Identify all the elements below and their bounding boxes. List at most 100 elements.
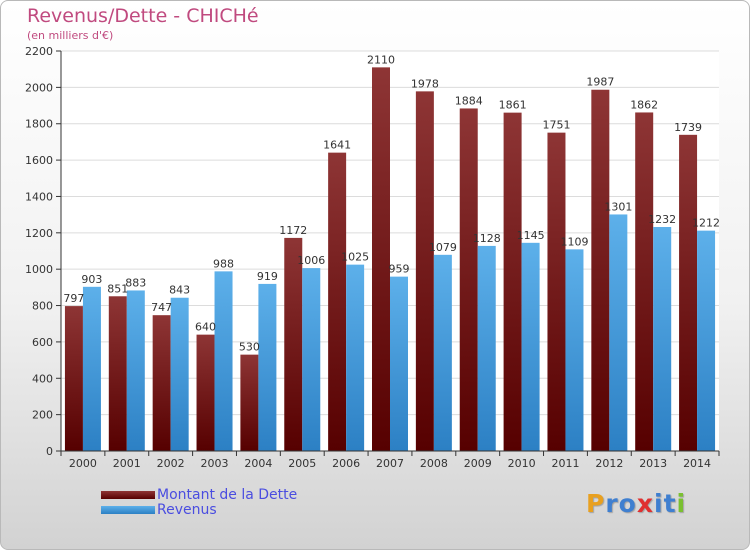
bar-dette [240,354,259,451]
data-label: 919 [257,270,278,283]
data-label: 1641 [323,139,351,152]
bar-revenus [609,214,628,451]
data-label: 851 [107,282,128,295]
data-label: 1987 [586,76,614,89]
x-tick-label: 2007 [376,457,404,470]
data-label: 1172 [279,224,307,237]
legend-label-revenus: Revenus [157,501,217,518]
y-tick-label: 1600 [25,154,53,167]
logo-letter: P [586,489,606,518]
y-tick-label: 200 [32,409,53,422]
y-tick-label: 2000 [25,81,53,94]
x-tick-label: 2014 [683,457,711,470]
data-label: 1884 [455,94,483,107]
data-label: 1212 [692,217,720,230]
legend-item-dette: Montant de la Dette [101,486,298,503]
bar-dette [591,89,610,452]
bar-revenus [258,283,277,451]
x-tick-label: 2009 [464,457,492,470]
legend-swatch-dette [101,490,155,499]
bar-dette [547,132,566,452]
bar-dette [635,112,654,452]
logo-letter: x [636,489,654,518]
data-label: 1751 [542,119,570,132]
data-label: 959 [389,263,410,276]
data-label: 988 [213,257,234,270]
bar-revenus [126,290,145,451]
y-tick-label: 400 [32,372,53,385]
bar-revenus [214,271,233,451]
bar-dette [415,91,434,451]
data-label: 903 [81,273,102,286]
data-label: 1862 [630,98,658,111]
bar-revenus [170,297,189,451]
proxiti-logo: Proxiti [586,489,686,518]
x-tick-label: 2000 [69,457,97,470]
axes: 0 200 400 600 800 1000 1200 1400 1600 1800 2000 220… [25,45,720,470]
bar-dette [372,67,390,451]
y-tick-label: 1200 [25,227,53,240]
x-tick-label: 2011 [551,457,579,470]
bar-revenus [565,249,584,451]
bar-dette [108,296,127,451]
bars [64,67,716,452]
x-tick-label: 2013 [639,457,667,470]
y-tick-label: 2200 [25,45,53,58]
bar-dette [64,306,83,451]
legend-label-dette: Montant de la Dette [157,486,298,503]
bar-dette [459,108,478,452]
y-tick-label: 600 [32,336,53,349]
bar-dette [152,315,171,451]
x-tick-label: 2004 [244,457,272,470]
data-label: 530 [239,341,260,354]
bar-revenus [302,268,321,451]
bar-dette [503,112,522,452]
bar-revenus [697,230,716,451]
bar-dette [284,237,303,451]
y-tick-label: 0 [46,445,53,458]
x-tick-label: 2012 [595,457,623,470]
data-label: 2110 [367,53,395,66]
legend: Montant de la Dette Revenus [101,486,298,518]
x-tick-label: 2006 [332,457,360,470]
legend-item-revenus: Revenus [101,501,297,518]
bar-dette [679,134,698,451]
data-label: 1978 [411,77,439,90]
data-label: 1739 [674,121,702,134]
bar-dette [196,334,215,451]
data-label: 883 [125,276,146,289]
bar-revenus [346,264,365,451]
bar-revenus [82,286,101,451]
bar-dette [328,152,347,452]
data-label: 640 [195,321,216,334]
data-label: 797 [63,292,84,305]
data-label: 1128 [473,232,501,245]
legend-swatch-revenus [101,505,155,514]
data-label: 1232 [648,213,676,226]
data-label: 1006 [297,254,325,267]
bar-revenus [390,276,408,451]
y-tick-label: 1400 [25,190,53,203]
logo-letter: i [676,489,687,518]
logo-letter: r [605,489,619,518]
data-label: 1025 [341,251,369,264]
y-tick-label: 800 [32,300,53,313]
data-label: 747 [151,301,172,314]
x-tick-label: 2002 [157,457,185,470]
x-tick-label: 2003 [201,457,229,470]
data-label: 1145 [517,229,545,242]
logo-letter: o [618,489,637,518]
data-label: 843 [169,284,190,297]
bar-revenus [433,254,452,451]
data-label: 1079 [429,241,457,254]
x-tick-label: 2010 [508,457,536,470]
data-label: 1109 [560,235,588,248]
y-tick-label: 1800 [25,118,53,131]
logo-letter: i [654,489,664,518]
data-label: 1861 [499,99,527,112]
bar-revenus [477,245,496,451]
y-tick-label: 1000 [25,263,53,276]
bar-revenus [521,242,540,451]
